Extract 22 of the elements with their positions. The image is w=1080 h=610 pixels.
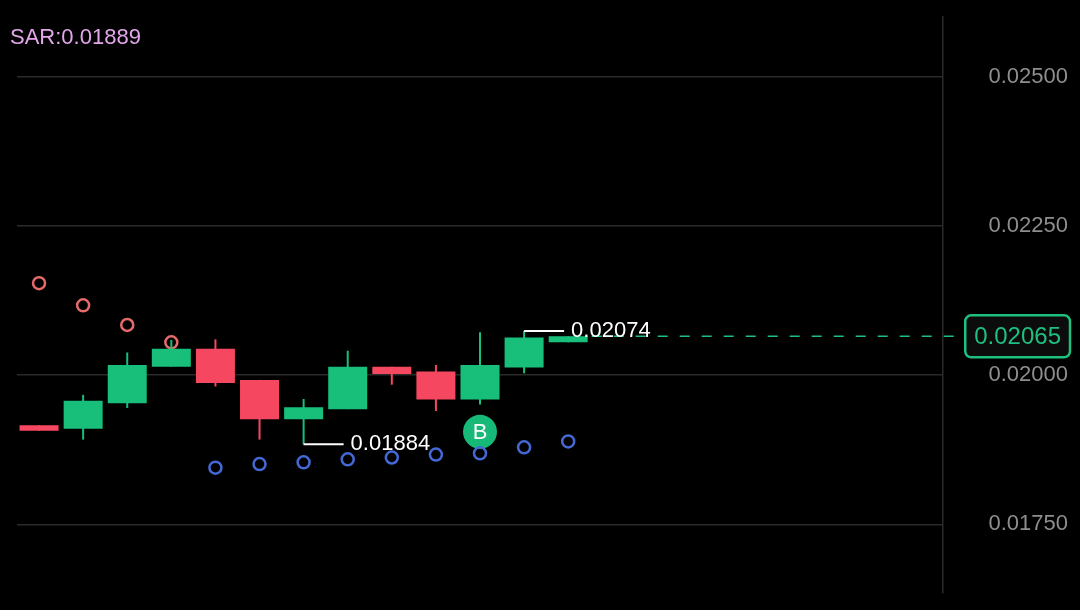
- y-tick-label: 0.02000: [988, 361, 1068, 387]
- point: [75, 298, 91, 313]
- y-tick-label: 0.02250: [988, 211, 1068, 237]
- point: [252, 456, 267, 472]
- point: [384, 450, 400, 465]
- point: [428, 447, 444, 462]
- point: [516, 440, 532, 455]
- series-label: B: [472, 418, 488, 444]
- point: [164, 335, 179, 350]
- point: [472, 446, 488, 461]
- point: [296, 455, 311, 470]
- point: [31, 275, 47, 291]
- point: [119, 317, 135, 333]
- point: [208, 460, 223, 475]
- y-tick-label: 0.02500: [988, 62, 1068, 88]
- point: [560, 434, 576, 449]
- annotation: 0.01884: [350, 430, 431, 456]
- annotation: SAR:0.01889: [10, 24, 141, 50]
- ref-line-label: 0.02065: [974, 321, 1062, 349]
- y-tick-label: 0.01750: [988, 510, 1068, 536]
- annotation: 0.02074: [571, 317, 651, 343]
- point: [340, 452, 355, 467]
